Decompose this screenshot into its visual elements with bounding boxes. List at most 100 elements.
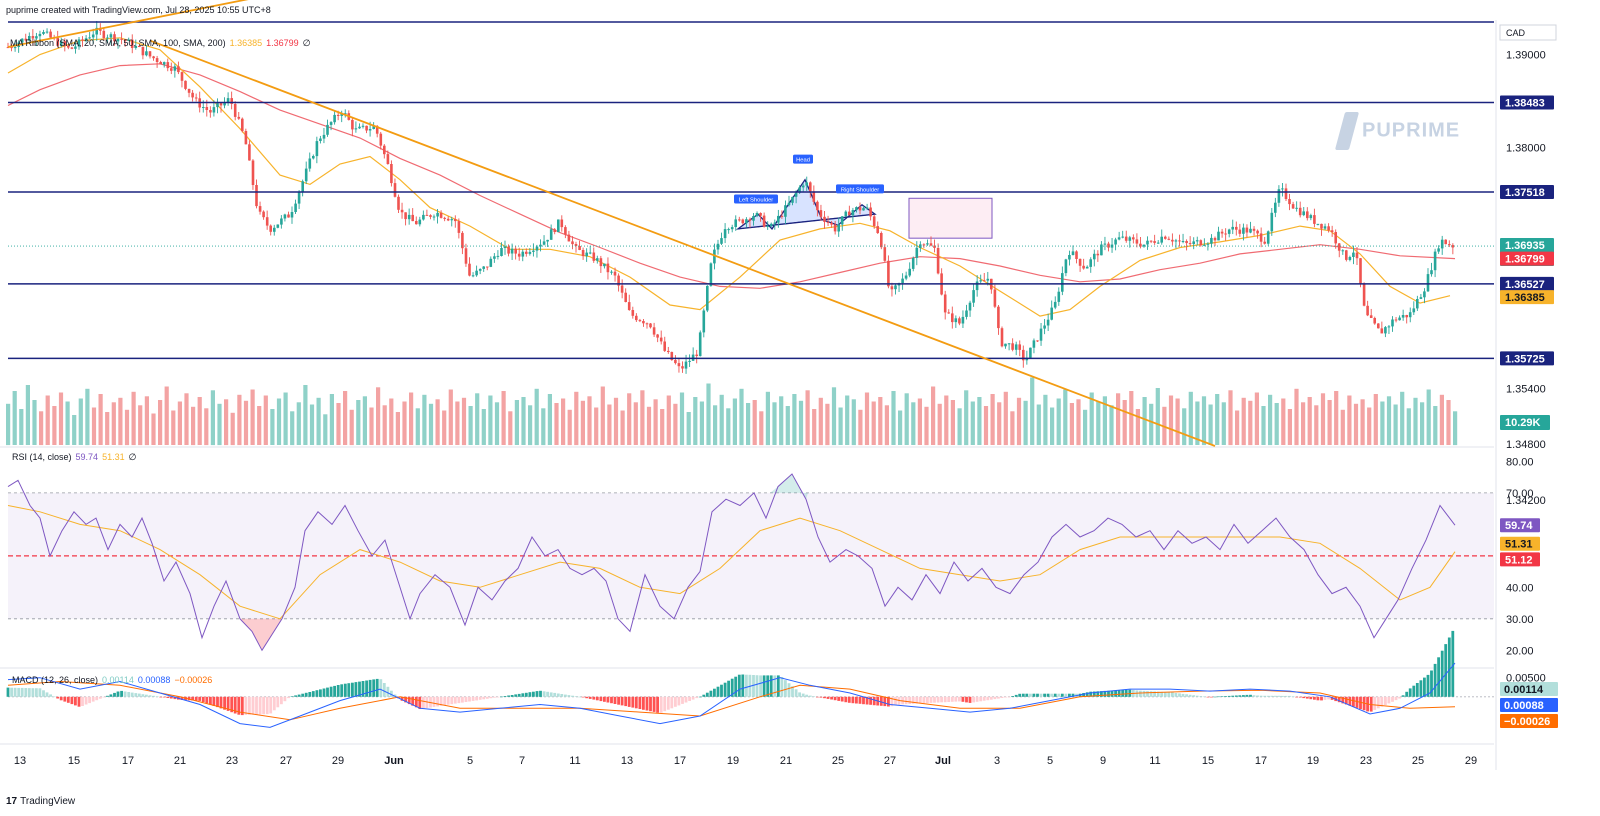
candle-body <box>404 212 407 220</box>
volume-bar <box>732 398 737 445</box>
volume-bar <box>713 405 718 446</box>
volume-bar <box>1129 391 1134 445</box>
macd-histogram-bar <box>755 675 759 697</box>
volume-bar <box>52 406 57 445</box>
candle-body <box>1235 226 1238 230</box>
candle-body <box>840 216 844 225</box>
macd-histogram-bar <box>1373 696 1377 710</box>
candle-body <box>571 241 574 245</box>
rsi-value-3: ∅ <box>128 452 137 462</box>
candle-body <box>81 39 84 41</box>
macd-histogram-bar <box>1391 696 1394 702</box>
candle-body <box>386 154 390 164</box>
volume-bar <box>957 408 962 446</box>
candle-body <box>599 258 603 267</box>
volume-bar <box>567 409 572 446</box>
macd-histogram-bar <box>1121 690 1125 697</box>
candle-body <box>290 212 294 218</box>
volume-bar <box>197 397 202 445</box>
macd-histogram-bar <box>1330 696 1334 700</box>
candle-body <box>1029 347 1032 358</box>
macd-histogram-bar <box>216 696 219 708</box>
macd-histogram-bar <box>1192 695 1196 697</box>
candle-body <box>67 45 70 48</box>
macd-histogram-bar <box>1344 696 1348 705</box>
candle-body <box>894 285 897 290</box>
volume-bar <box>402 401 407 445</box>
volume-bar <box>329 394 334 445</box>
candle-body <box>1085 266 1089 269</box>
volume-bar <box>1400 391 1405 446</box>
ma-ribbon-value-1: 1.36385 <box>229 38 263 48</box>
macd-histogram-bar <box>1341 696 1345 704</box>
currency-box <box>1499 24 1557 41</box>
macd-histogram-bar <box>723 682 727 697</box>
macd-histogram-bar <box>631 696 635 708</box>
macd-histogram-bar <box>233 696 237 714</box>
macd-histogram-bar <box>205 696 209 704</box>
macd-histogram-bar <box>461 696 464 703</box>
macd-histogram-bar <box>1039 693 1043 697</box>
volume-bar <box>964 390 969 446</box>
macd-histogram-bar <box>1384 696 1387 705</box>
candle-body <box>904 275 908 279</box>
macd-histogram-bar <box>148 695 152 697</box>
volume-bar <box>851 399 856 446</box>
candle-body <box>1082 265 1085 269</box>
volume-bar <box>607 404 612 445</box>
macd-histogram-bar <box>358 681 361 697</box>
candle-body <box>603 263 606 267</box>
macd-histogram-bar <box>1206 696 1210 698</box>
annotation-head: Head <box>796 158 810 164</box>
price-tick: 1.34200 <box>1506 495 1546 507</box>
volume-bar <box>65 401 70 445</box>
volume-bar <box>792 394 797 445</box>
macd-histogram-bar <box>837 696 841 701</box>
macd-histogram-bar <box>784 680 787 697</box>
macd-histogram-bar <box>95 696 99 701</box>
candle-body <box>329 122 333 125</box>
candle-body <box>752 216 755 221</box>
volume-bar <box>448 389 453 445</box>
time-tick: 25 <box>832 755 844 767</box>
rsi-tick: 20.00 <box>1506 645 1534 657</box>
macd-histogram-bar <box>411 696 415 706</box>
macd-histogram-bar <box>521 693 525 697</box>
rsi-legend[interactable]: RSI (14, close) 59.74 51.31 ∅ <box>12 452 136 463</box>
candle-body <box>1224 233 1227 235</box>
macd-histogram-bar <box>645 696 649 711</box>
candle-body <box>773 222 777 224</box>
volume-bar <box>1301 402 1306 445</box>
ma-ribbon-legend[interactable]: MA Ribbon (SMA, 20, SMA, 50, SMA, 100, S… <box>10 38 311 49</box>
candle-body <box>627 302 631 310</box>
currency-label: CAD <box>1506 28 1526 38</box>
macd-histogram-bar <box>1103 690 1107 697</box>
candle-body <box>390 164 393 184</box>
candle-body <box>709 263 713 286</box>
annotation-left-shoulder: Left Shoulder <box>739 198 774 204</box>
volume-bar <box>719 394 724 446</box>
volume-bar <box>1281 398 1286 445</box>
macd-histogram-bar <box>1100 691 1103 697</box>
macd-histogram-bar <box>1437 657 1440 697</box>
candle-body <box>333 114 336 123</box>
volume-bar <box>812 409 817 445</box>
candle-body <box>1298 207 1302 216</box>
volume-bar <box>481 409 486 445</box>
macd-legend[interactable]: MACD (12, 26, close) 0.00114 0.00088 −0.000… <box>12 675 212 685</box>
macd-histogram-bar <box>695 696 699 699</box>
volume-bar <box>455 401 460 445</box>
macd-histogram-bar <box>918 696 922 704</box>
macd-histogram-bar <box>6 687 10 697</box>
macd-histogram-bar <box>496 696 500 698</box>
ma-ribbon-value-3: ∅ <box>302 38 311 48</box>
candle-body <box>425 214 429 216</box>
time-tick: 17 <box>674 755 686 767</box>
macd-histogram-bar <box>1408 688 1412 697</box>
macd-histogram-bar <box>752 675 755 697</box>
macd-histogram-bar <box>84 696 88 705</box>
candle-body <box>1270 212 1274 232</box>
macd-histogram-bar <box>24 688 28 697</box>
tradingview-footer[interactable]: 17 TradingView <box>6 796 75 807</box>
